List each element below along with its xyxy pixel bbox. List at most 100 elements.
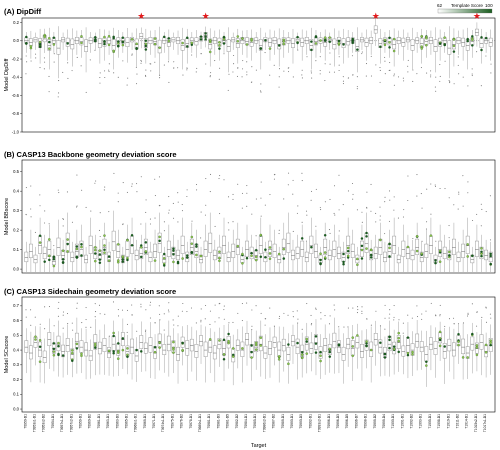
outlier-point xyxy=(227,89,229,91)
template-point xyxy=(365,231,368,235)
template-point xyxy=(342,43,345,46)
outlier-point xyxy=(182,302,184,305)
template-point xyxy=(190,235,194,239)
box-T0996-D4 xyxy=(341,28,346,85)
outlier-point xyxy=(315,307,317,309)
template-point xyxy=(480,36,483,39)
template-point xyxy=(52,353,56,357)
panel-title: (B) CASP13 Backbone geometry deviation s… xyxy=(4,150,177,159)
x-tick-label: T0963-D1 xyxy=(106,414,110,429)
outlier-point xyxy=(214,304,216,306)
outlier-point xyxy=(168,81,170,83)
template-point xyxy=(406,353,410,357)
template-point xyxy=(457,340,460,343)
box-body xyxy=(304,336,309,351)
box-T0984-D1 xyxy=(245,30,249,76)
box-body xyxy=(203,341,208,357)
box-T0999-D2 xyxy=(373,310,378,366)
y-tick-label: 0.2 xyxy=(13,377,19,382)
y-axis-label: Model DipDiff xyxy=(4,58,10,91)
outlier-point xyxy=(48,75,50,77)
outlier-point xyxy=(181,210,183,212)
outlier-point xyxy=(209,173,212,176)
outlier-point xyxy=(44,61,46,63)
template-point xyxy=(388,46,391,49)
outlier-point xyxy=(375,212,377,214)
outlier-point xyxy=(108,70,110,73)
template-point xyxy=(172,253,175,256)
outlier-point xyxy=(186,195,188,198)
outlier-point xyxy=(173,324,175,326)
template-point xyxy=(351,345,355,348)
outlier-point xyxy=(329,315,331,317)
outlier-point xyxy=(94,303,96,305)
outlier-point xyxy=(246,71,248,73)
template-point xyxy=(34,338,37,341)
box-body xyxy=(475,240,479,257)
outlier-point xyxy=(200,321,202,323)
outlier-point xyxy=(490,317,492,319)
outlier-point xyxy=(62,327,64,329)
box-body xyxy=(24,340,29,353)
box-T1002-D3 xyxy=(415,32,420,75)
y-tick-label: 0.5 xyxy=(13,169,19,174)
box-T0982-D1 xyxy=(231,32,236,73)
outlier-point xyxy=(356,88,358,90)
box-T0957s1-D2 xyxy=(65,313,70,375)
box-body xyxy=(295,338,300,355)
template-point xyxy=(126,258,129,262)
outlier-point xyxy=(389,313,391,315)
box-T0991-D1 xyxy=(304,30,309,58)
template-point xyxy=(319,258,322,262)
outlier-point xyxy=(177,201,179,203)
template-point xyxy=(310,245,313,249)
template-point xyxy=(489,339,492,342)
outlier-point xyxy=(347,326,349,328)
box-T0968s2-D1 xyxy=(139,176,144,273)
box-body xyxy=(484,344,489,358)
y-tick-label: 0.6 xyxy=(13,318,19,323)
box-T0992-D1 xyxy=(309,314,314,372)
template-point xyxy=(360,244,364,248)
template-point xyxy=(466,243,469,246)
outlier-point xyxy=(379,219,381,221)
outlier-point xyxy=(66,191,68,193)
outlier-point xyxy=(34,53,37,55)
template-point xyxy=(126,347,129,350)
box-T0960-D2 xyxy=(88,326,93,379)
outlier-point xyxy=(448,318,451,320)
x-tick-label: T0996-D5 xyxy=(345,414,349,429)
outlier-point xyxy=(53,325,55,327)
template-point xyxy=(107,349,111,353)
box-body xyxy=(217,338,222,350)
outlier-point xyxy=(283,198,285,200)
outlier-point xyxy=(200,319,202,321)
template-point xyxy=(231,347,235,350)
outlier-point xyxy=(264,52,266,54)
box-body xyxy=(28,345,33,360)
box-T0976-D2 xyxy=(180,302,185,366)
outlier-point xyxy=(407,199,409,202)
template-point xyxy=(480,252,483,255)
box-T0980s1-D1 xyxy=(199,31,203,55)
template-point xyxy=(218,250,221,254)
outlier-point xyxy=(255,198,257,200)
box-T0971-D1 xyxy=(153,322,157,379)
template-point xyxy=(103,35,106,39)
template-point xyxy=(103,234,106,237)
template-point xyxy=(296,341,299,345)
box-T1000-D2 xyxy=(396,319,401,372)
outlier-point xyxy=(366,207,368,209)
outlier-point xyxy=(85,206,87,209)
template-point xyxy=(346,254,350,258)
outlier-point xyxy=(205,304,207,307)
outlier-point xyxy=(421,318,423,320)
box-body xyxy=(309,342,314,354)
box-T1011-D1 xyxy=(452,317,456,380)
template-point xyxy=(323,234,327,237)
outlier-point xyxy=(232,321,234,324)
box-T0975-D1 xyxy=(171,32,176,69)
template-point xyxy=(48,254,51,258)
outlier-point xyxy=(384,73,386,75)
box-body xyxy=(222,235,226,254)
